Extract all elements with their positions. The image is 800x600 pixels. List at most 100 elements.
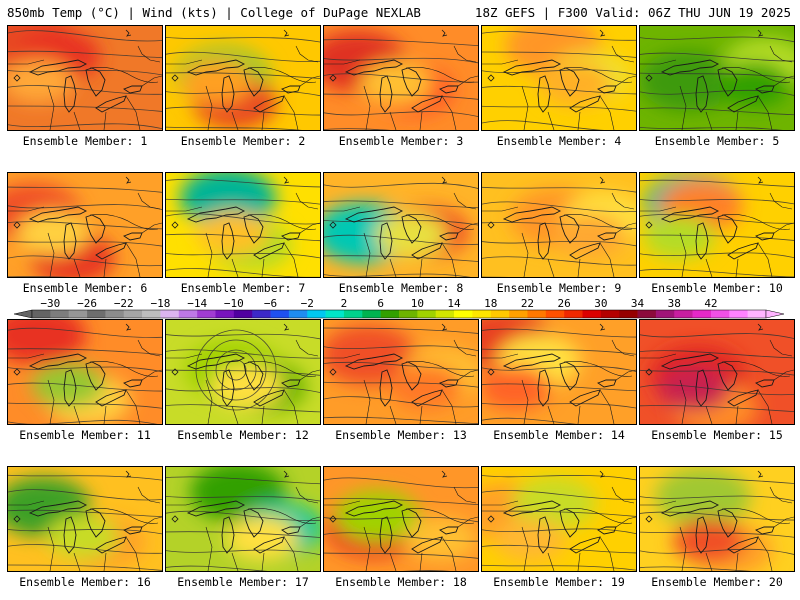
temperature-region [8,59,74,103]
contour-line [640,126,783,130]
boundary-line [166,353,203,359]
lake-shoreline [597,85,617,94]
ensemble-member-map [165,466,321,572]
contour-line [324,381,478,388]
boundary-line [735,552,739,571]
colorbar-segment [600,310,620,318]
boundary-line [419,552,423,571]
ensemble-member-map [7,172,163,278]
ensemble-member-map [7,25,163,131]
lake-shoreline [401,67,422,97]
contour-line [8,509,162,518]
contour-line [482,365,636,372]
lake-shoreline [660,353,720,370]
boundary-line [295,45,319,63]
lake-shoreline [695,369,709,407]
member-label: Ensemble Member: 3 [338,134,464,148]
chart-title: 850mb Temp (°C) | Wind (kts) | College o… [7,5,421,20]
lake-shoreline [85,508,106,538]
colorbar-segment [32,310,51,318]
height-contours [640,477,794,571]
station-marker-icon [599,470,606,478]
contour-line [482,105,636,112]
member-label: Ensemble Member: 9 [496,281,622,295]
contour-line [8,70,162,76]
low-center-contour [225,359,247,381]
lake-shoreline [85,67,106,97]
contour-line [8,123,162,130]
boundary-line [599,536,615,571]
contour-line [640,252,794,259]
height-contours [640,36,794,130]
boundary-line [231,111,239,130]
colorbar-tick-label: 30 [594,297,607,310]
ensemble-member-map [639,172,795,278]
boundary-line [137,339,161,357]
temperature-field [166,467,320,571]
contour-line [324,552,478,559]
contour-line [166,51,320,62]
contour-line [324,416,478,424]
lake-shoreline [253,95,285,113]
boundary-line [73,258,81,277]
boundary-line [611,45,635,63]
contour-line [640,405,794,413]
temperature-region [643,215,715,259]
lake-shoreline [281,379,301,388]
station-marker-icon [283,470,290,478]
contour-line [166,233,320,242]
contour-line [640,477,794,484]
boundary-line [324,59,361,65]
boundary-line [137,486,161,504]
temperature-region [8,320,86,365]
station-marker-icon [441,323,448,331]
temperature-field [482,467,636,571]
lake-shoreline [221,516,235,554]
lake-shoreline [123,232,143,241]
boundary-line [769,486,793,504]
lake-shoreline [243,67,264,97]
great-lakes-outline [482,470,636,571]
ensemble-member-map [165,25,321,131]
lake-shoreline [379,75,393,113]
boundary-line [363,232,371,277]
boundary-line [773,75,794,87]
colorbar-tick-label: 26 [558,297,571,310]
boundary-line [205,526,213,571]
member-label: Ensemble Member: 15 [651,428,783,442]
contour-line [324,93,478,100]
boundary-line [89,66,159,83]
boundary-line [8,59,45,65]
boundary-line [419,405,423,424]
boundary-line [125,536,141,571]
contour-line [482,51,636,58]
boundary-line [137,45,161,63]
great-lakes-outline [482,176,636,277]
boundary-line [141,369,162,381]
great-lakes-outline [324,29,478,130]
temperature-region [482,366,551,410]
colorbar-segment [50,310,69,318]
station-marker-icon [283,176,290,184]
height-contours [640,179,794,277]
lake-shoreline [243,508,264,538]
member-label: Ensemble Member: 11 [19,428,151,442]
station-marker-icon [757,323,764,331]
temperature-field [166,320,320,424]
colorbar-segment [509,310,528,318]
colorbar-segment [142,310,161,318]
ensemble-member-map [7,466,163,572]
member-label: Ensemble Member: 14 [493,428,625,442]
temperature-region [658,367,730,411]
member-label: Ensemble Member: 16 [19,575,151,589]
contour-line [8,489,162,501]
boundary-line [615,222,636,234]
temperature-region [640,51,736,111]
contour-line [482,475,636,481]
colorbar-tick-label: −2 [301,297,314,310]
lake-shoreline [221,75,235,113]
station-marker-icon [645,515,653,523]
lake-shoreline [411,242,443,260]
colorbar-tick-label: −10 [224,297,244,310]
contour-line [166,369,320,376]
